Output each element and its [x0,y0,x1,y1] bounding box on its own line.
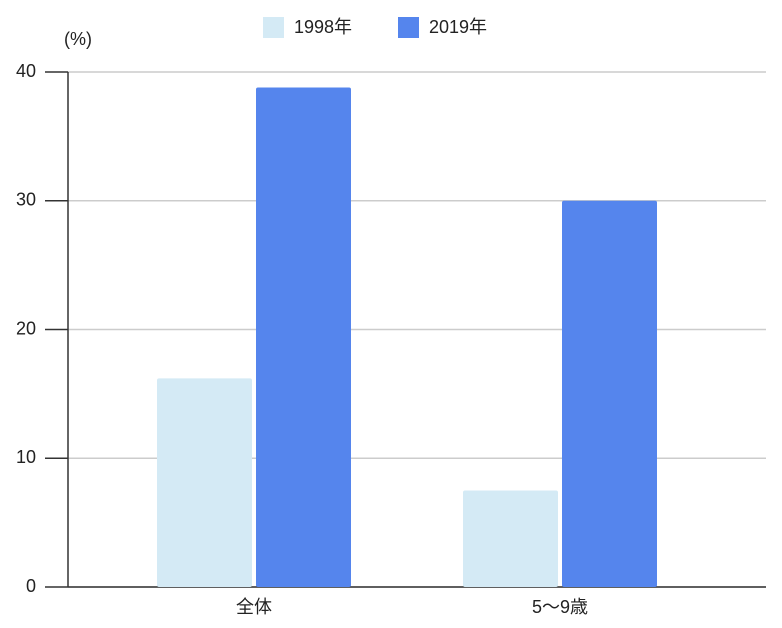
legend-label: 1998年 [294,17,352,37]
y-tick-label: 30 [16,190,36,210]
x-tick-label: 全体 [236,597,272,617]
y-tick-label: 10 [16,447,36,467]
bar [256,87,351,587]
bar [463,490,558,587]
bar [562,200,657,587]
legend-label: 2019年 [429,17,487,37]
legend-swatch [398,17,419,38]
unit-label: (%) [64,29,92,49]
y-tick-label: 20 [16,318,36,338]
legend-swatch [263,17,284,38]
bar [157,378,252,587]
y-tick-label: 40 [16,61,36,81]
y-tick-label: 0 [26,576,36,596]
x-tick-label: 5〜9歳 [532,597,588,617]
